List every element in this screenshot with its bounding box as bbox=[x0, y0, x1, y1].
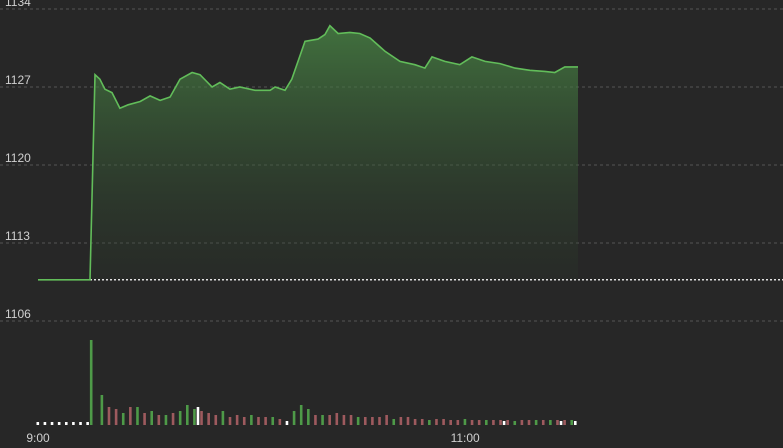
volume-bar bbox=[573, 421, 577, 425]
volume-bar bbox=[378, 417, 381, 425]
y-tick-label: 1127 bbox=[5, 73, 31, 87]
volume-bar bbox=[328, 415, 331, 425]
volume-bar bbox=[470, 420, 474, 425]
volume-bar bbox=[321, 415, 324, 425]
volume-bar bbox=[442, 419, 445, 425]
volume-bar bbox=[57, 422, 61, 425]
volume-bar bbox=[43, 422, 47, 425]
volume-bar bbox=[363, 417, 367, 425]
volume-bar bbox=[506, 420, 509, 425]
volume-bar bbox=[171, 413, 175, 425]
volume-bar bbox=[200, 411, 203, 425]
price-line bbox=[38, 24, 578, 281]
y-tick-label: 1134 bbox=[5, 0, 31, 9]
volume-bar bbox=[89, 340, 93, 425]
x-tick-label: 9:00 bbox=[26, 431, 50, 445]
volume-bar bbox=[164, 415, 168, 425]
volume-bar bbox=[242, 417, 246, 425]
volume-bar bbox=[413, 419, 417, 425]
volume-bar bbox=[559, 421, 563, 425]
volume-bar bbox=[314, 415, 317, 425]
volume-bar bbox=[420, 419, 424, 425]
volume-bar bbox=[307, 409, 310, 425]
volume-bar bbox=[499, 420, 502, 425]
volume-bar bbox=[292, 411, 296, 425]
volume-bar bbox=[299, 405, 303, 425]
volume-bar bbox=[356, 417, 360, 425]
volume-bar bbox=[435, 419, 438, 425]
volume-bar bbox=[563, 420, 566, 425]
volume-bar bbox=[185, 405, 189, 425]
volume-bar bbox=[392, 419, 396, 425]
volume-bar bbox=[214, 415, 218, 425]
volume-bar bbox=[406, 417, 410, 425]
volume-bar bbox=[221, 411, 225, 425]
volume-bar bbox=[385, 415, 388, 425]
volume-bar bbox=[570, 420, 574, 425]
volume-bar bbox=[150, 411, 154, 425]
volume-bar bbox=[399, 417, 403, 425]
volume-bar bbox=[100, 395, 104, 425]
volume-bar bbox=[556, 420, 559, 425]
volume-bar bbox=[371, 417, 374, 425]
price-area bbox=[38, 25, 578, 280]
volume-bar bbox=[157, 415, 161, 425]
volume-bar bbox=[86, 422, 89, 425]
volume-bar bbox=[207, 413, 210, 425]
volume-bar bbox=[513, 421, 517, 425]
volume-bar bbox=[549, 420, 552, 425]
volume-bar bbox=[271, 417, 275, 425]
y-tick-label: 1113 bbox=[5, 229, 30, 243]
volume-bar bbox=[193, 409, 196, 425]
volume-bar bbox=[456, 420, 460, 425]
volume-bar bbox=[502, 421, 506, 425]
volume-bar bbox=[50, 422, 54, 425]
volume-bar bbox=[541, 420, 545, 425]
volume-bar bbox=[114, 409, 118, 425]
volume-bar bbox=[129, 407, 132, 425]
volume-bar bbox=[449, 420, 453, 425]
volume-bar bbox=[36, 422, 40, 425]
volume-bar bbox=[136, 407, 139, 425]
volume-bar bbox=[349, 415, 353, 425]
volume-bar bbox=[143, 413, 146, 425]
volume-bar bbox=[264, 417, 267, 425]
volume-bar bbox=[484, 420, 488, 425]
volume-bar bbox=[492, 420, 495, 425]
volume-bar bbox=[278, 419, 282, 425]
volume-bar bbox=[527, 420, 531, 425]
volume-bar bbox=[463, 419, 467, 425]
volume-bar bbox=[64, 422, 68, 425]
volume-bar bbox=[477, 420, 481, 425]
volume-bar bbox=[257, 417, 260, 425]
volume-bar bbox=[121, 413, 125, 425]
volume-bar bbox=[534, 420, 538, 425]
volume-bar bbox=[428, 420, 431, 425]
volume-bar bbox=[178, 411, 182, 425]
y-tick-label: 1120 bbox=[5, 151, 31, 165]
volume-bar bbox=[250, 415, 253, 425]
volume-bar bbox=[285, 421, 289, 425]
volume-bar bbox=[228, 417, 232, 425]
volume-bar bbox=[335, 413, 339, 425]
volume-bar bbox=[196, 407, 200, 425]
y-tick-label: 1106 bbox=[5, 307, 31, 321]
volume-bar bbox=[107, 407, 111, 425]
volume-bar bbox=[520, 420, 524, 425]
volume-bar bbox=[79, 422, 82, 425]
volume-bar bbox=[235, 415, 239, 425]
volume-bar bbox=[72, 422, 75, 425]
volume-bar bbox=[342, 415, 346, 425]
x-tick-label: 11:00 bbox=[451, 431, 480, 445]
